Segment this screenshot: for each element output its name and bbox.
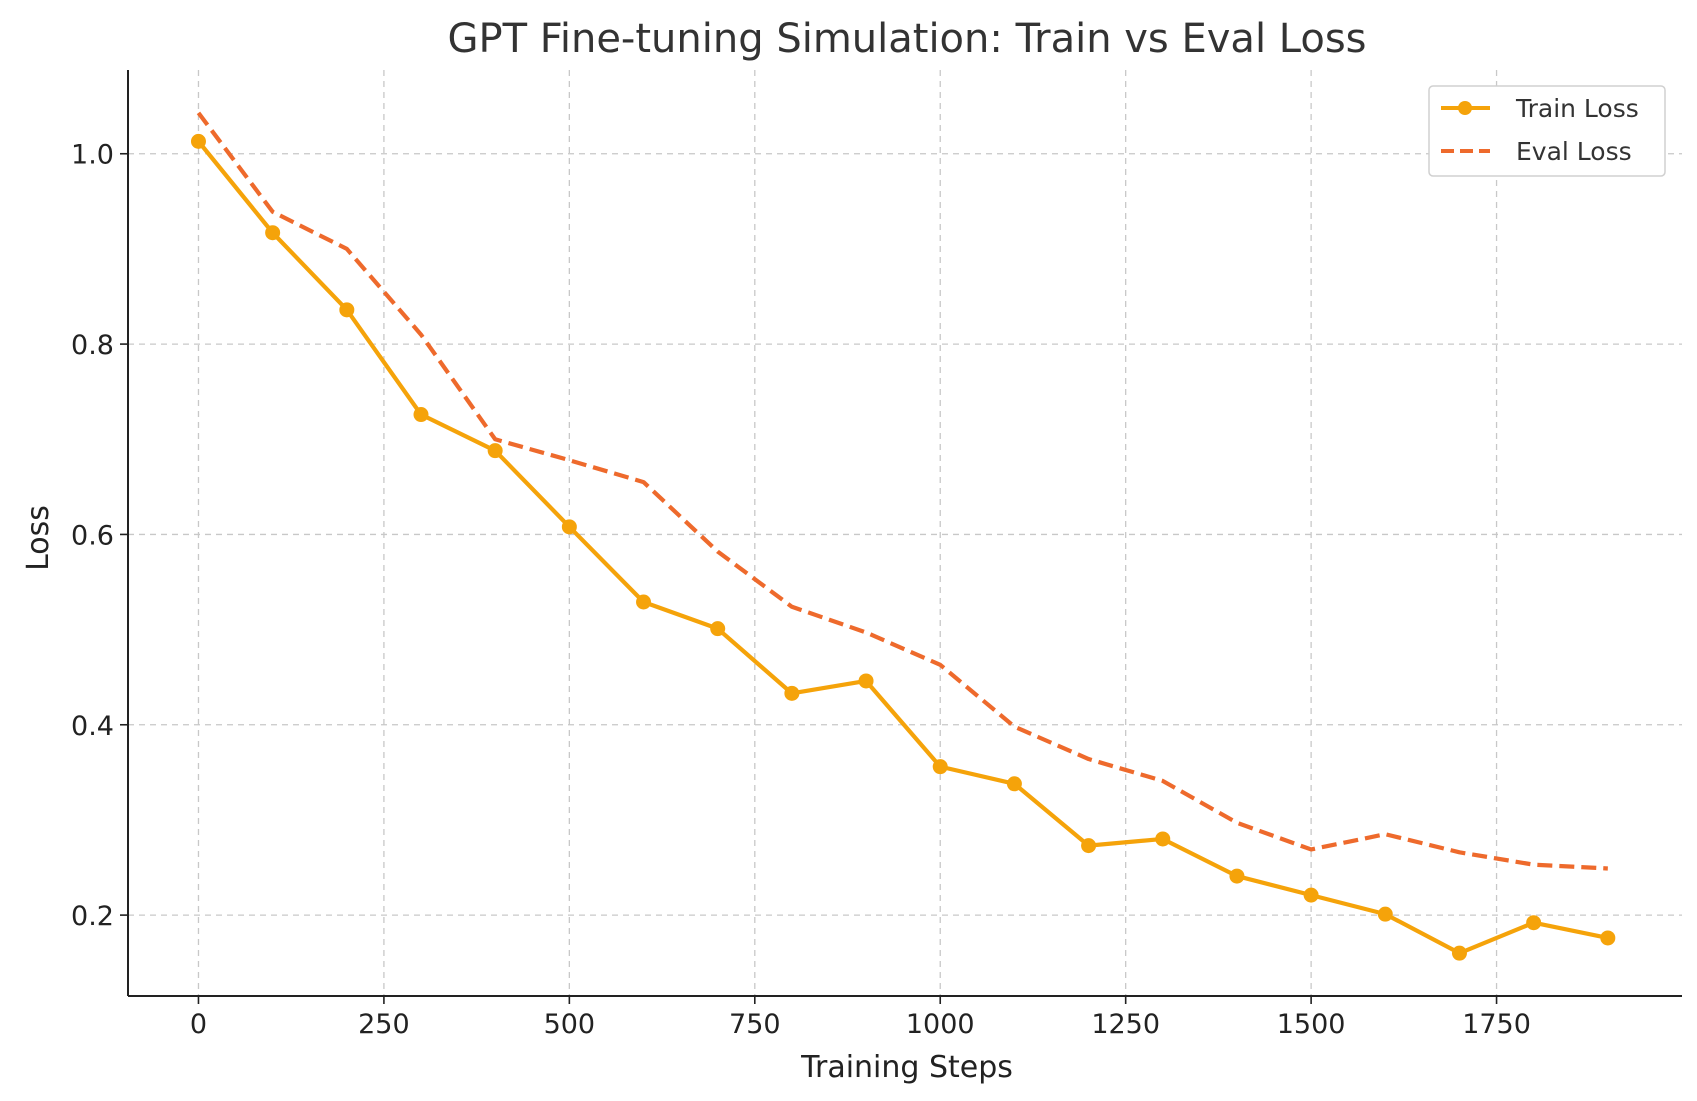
data-point-train-loss bbox=[413, 407, 428, 422]
chart-title: GPT Fine-tuning Simulation: Train vs Eva… bbox=[447, 16, 1366, 62]
data-point-train-loss bbox=[1304, 888, 1319, 903]
data-point-train-loss bbox=[636, 594, 651, 609]
x-tick-label: 1250 bbox=[1091, 1009, 1160, 1040]
legend-label-eval-loss: Eval Loss bbox=[1516, 137, 1632, 166]
y-tick-label: 1.0 bbox=[71, 140, 114, 171]
legend-marker-train-loss bbox=[1458, 101, 1472, 115]
data-point-train-loss bbox=[933, 759, 948, 774]
x-tick-label: 0 bbox=[190, 1009, 207, 1040]
x-tick-label: 1750 bbox=[1462, 1009, 1531, 1040]
data-point-train-loss bbox=[488, 443, 503, 458]
legend-label-train-loss: Train Loss bbox=[1515, 94, 1639, 123]
data-point-train-loss bbox=[859, 673, 874, 688]
data-point-train-loss bbox=[1526, 915, 1541, 930]
data-point-train-loss bbox=[710, 621, 725, 636]
y-tick-label: 0.6 bbox=[71, 520, 114, 551]
x-tick-label: 1000 bbox=[906, 1009, 975, 1040]
y-tick-label: 0.4 bbox=[71, 711, 114, 742]
data-point-train-loss bbox=[1452, 946, 1467, 961]
data-point-train-loss bbox=[1155, 831, 1170, 846]
x-tick-label: 500 bbox=[544, 1009, 596, 1040]
data-point-train-loss bbox=[191, 134, 206, 149]
y-tick-label: 0.8 bbox=[71, 330, 114, 361]
data-point-train-loss bbox=[1378, 907, 1393, 922]
data-point-train-loss bbox=[265, 225, 280, 240]
data-point-train-loss bbox=[1081, 838, 1096, 853]
legend: Train Loss Eval Loss bbox=[1429, 86, 1665, 176]
data-point-train-loss bbox=[784, 686, 799, 701]
y-axis-label: Loss bbox=[21, 505, 56, 571]
y-tick-label: 0.2 bbox=[71, 901, 114, 932]
x-axis-label: Training Steps bbox=[800, 1050, 1013, 1085]
data-point-train-loss bbox=[339, 302, 354, 317]
data-point-train-loss bbox=[1007, 776, 1022, 791]
x-tick-label: 250 bbox=[358, 1009, 410, 1040]
x-tick-label: 1500 bbox=[1277, 1009, 1346, 1040]
data-point-train-loss bbox=[562, 519, 577, 534]
data-point-train-loss bbox=[1229, 869, 1244, 884]
x-tick-label: 750 bbox=[729, 1009, 781, 1040]
data-point-train-loss bbox=[1600, 930, 1615, 945]
